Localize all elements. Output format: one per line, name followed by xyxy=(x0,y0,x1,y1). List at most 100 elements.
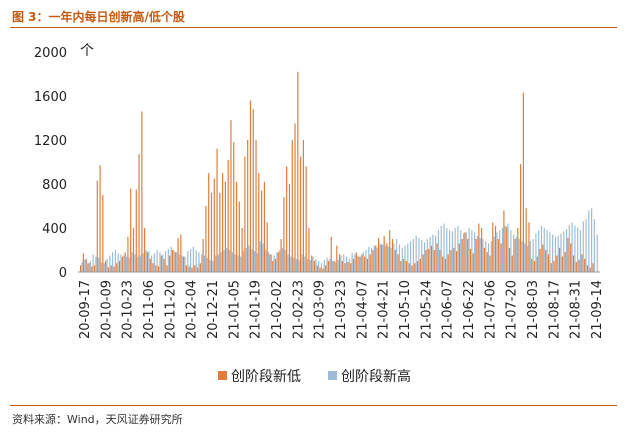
bar-new-low xyxy=(291,140,293,272)
bar-new-low xyxy=(96,180,98,272)
bar-new-high xyxy=(181,255,183,272)
y-tick-label: 1600 xyxy=(34,90,67,105)
bar-new-low xyxy=(227,159,229,272)
bar-new-high xyxy=(237,255,239,272)
bar-new-low xyxy=(224,181,226,272)
bar-new-low xyxy=(319,267,321,272)
bar-new-high xyxy=(295,258,297,272)
bar-new-high xyxy=(203,255,206,272)
bar-new-low xyxy=(428,248,430,272)
bar-new-low xyxy=(132,228,135,272)
bar-new-high xyxy=(571,222,573,272)
bar-new-high xyxy=(173,250,175,272)
bar-new-low xyxy=(536,256,538,272)
bar-new-high xyxy=(549,232,551,272)
bar-new-high xyxy=(120,254,122,272)
bar-new-low xyxy=(572,255,575,272)
bar-new-high xyxy=(153,253,155,272)
bar-new-low xyxy=(157,266,160,272)
bar-new-low xyxy=(283,197,285,272)
bar-new-high xyxy=(240,256,242,272)
bar-new-high xyxy=(167,248,169,272)
bar-new-high xyxy=(95,256,97,272)
bar-new-low xyxy=(258,173,260,272)
bar-new-high xyxy=(309,259,311,272)
bar-new-high xyxy=(421,240,423,272)
bar-new-high xyxy=(206,257,208,272)
bar-new-low xyxy=(149,258,151,272)
bar-new-low xyxy=(216,148,218,272)
bar-new-high xyxy=(329,258,331,272)
y-unit-label: 个 xyxy=(80,43,94,59)
x-tick-label: 21-02-02 xyxy=(270,280,285,339)
bar-new-high xyxy=(393,243,395,272)
bar-new-high xyxy=(320,263,323,272)
bar-new-low xyxy=(294,123,296,272)
bar-new-high xyxy=(365,250,367,272)
bar-new-high xyxy=(287,254,289,272)
bar-new-high xyxy=(92,254,94,272)
bar-new-high xyxy=(437,230,440,272)
x-tick-label: 21-01-05 xyxy=(227,280,242,339)
y-tick-label: 400 xyxy=(42,222,67,237)
x-tick-label: 20-10-09 xyxy=(99,280,114,339)
bar-new-high xyxy=(131,252,133,272)
bar-new-high xyxy=(98,257,100,272)
bar-new-low xyxy=(288,184,291,272)
bar-new-high xyxy=(373,245,375,272)
bar-new-low xyxy=(403,258,405,272)
bar-new-low xyxy=(194,265,196,272)
bar-new-high xyxy=(487,243,490,272)
bar-new-high xyxy=(176,252,178,272)
legend-label-high: 创阶段新高 xyxy=(341,368,411,385)
bar-new-low xyxy=(146,252,149,272)
bar-new-low xyxy=(180,234,182,272)
bar-new-low xyxy=(169,255,171,272)
bar-new-low xyxy=(405,261,408,272)
bar-new-high xyxy=(412,239,414,272)
bar-new-low xyxy=(124,252,126,272)
bar-new-low xyxy=(247,140,249,272)
bar-new-low xyxy=(439,250,441,272)
x-tick-label: 21-07-20 xyxy=(505,280,520,339)
bar-new-low xyxy=(383,235,385,272)
bar-new-low xyxy=(210,192,213,272)
bar-new-high xyxy=(501,228,504,272)
bar-new-high xyxy=(423,242,426,272)
bar-new-high xyxy=(345,256,348,272)
bar-new-low xyxy=(174,252,176,272)
bar-new-low xyxy=(116,263,118,272)
bar-new-high xyxy=(343,254,345,272)
bar-new-low xyxy=(188,266,190,272)
bar-new-low xyxy=(464,232,466,272)
bar-new-low xyxy=(584,258,586,272)
bar-new-low xyxy=(325,265,327,272)
bar-new-low xyxy=(266,222,268,272)
bar-new-high xyxy=(563,231,565,272)
bar-new-low xyxy=(80,265,82,272)
bar-new-high xyxy=(596,234,598,272)
bar-new-high xyxy=(187,251,189,272)
bar-new-low xyxy=(550,263,552,272)
bar-new-low xyxy=(389,230,391,272)
y-tick-label: 800 xyxy=(42,178,67,193)
bar-new-high xyxy=(418,237,420,272)
bar-new-low xyxy=(578,259,580,272)
bar-new-high xyxy=(323,259,325,272)
bar-new-high xyxy=(499,230,501,272)
bar-new-high xyxy=(128,257,130,272)
bar-new-high xyxy=(156,250,158,272)
bar-new-high xyxy=(490,241,492,272)
bar-new-low xyxy=(350,263,352,272)
bar-new-high xyxy=(137,256,139,272)
bar-new-high xyxy=(446,228,448,272)
bar-new-high xyxy=(234,254,236,272)
bar-new-high xyxy=(440,225,442,272)
bar-new-low xyxy=(444,258,446,272)
bar-new-low xyxy=(244,156,246,272)
bar-new-high xyxy=(267,252,270,272)
bar-new-high xyxy=(351,253,353,272)
bar-new-low xyxy=(400,261,402,272)
bar-new-high xyxy=(103,263,105,272)
bar-new-low xyxy=(517,228,519,272)
